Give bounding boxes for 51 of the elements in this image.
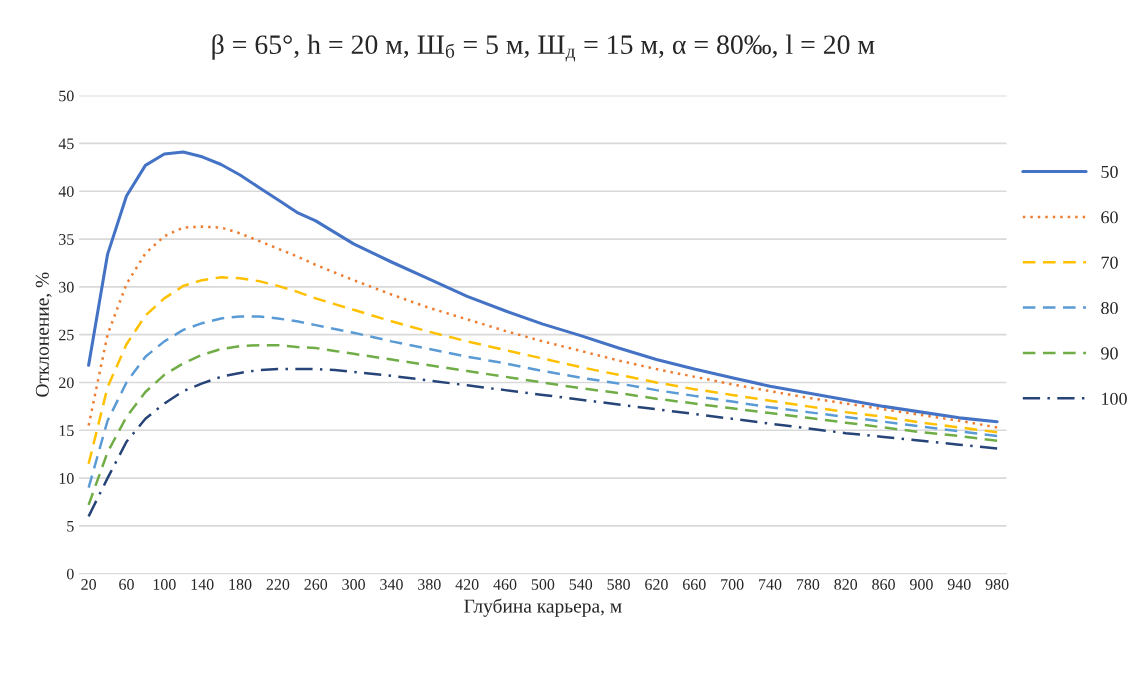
chart-title: β = 65°, h = 20 м, Ш$_{б}$ = 5 м, Ш$_{д}$ = 15 м, α = 80‰, l = 20 м [212,34,875,62]
x-tick-label: 300 [342,579,365,590]
x-tick-label: 620 [645,579,668,590]
x-tick-label: 900 [909,579,933,590]
x-tick-label: 820 [834,579,858,590]
line-series [87,150,999,424]
x-tick-label: 940 [947,579,971,590]
legend-label: 80 [1101,301,1118,315]
x-tick-label: 500 [531,579,555,590]
x-tick-label: 20 [81,579,97,590]
line-series [87,225,999,429]
y-tick-label: 20 [59,377,74,389]
y-tick-label: 25 [59,329,74,341]
legend-label: 100 [1102,392,1127,405]
y-tick-label: 15 [59,425,74,436]
y-tick-label: 40 [58,186,74,197]
x-tick-label: 980 [985,579,1009,590]
y-tick-label: 0 [66,568,74,580]
y-tick-label: 30 [59,281,74,293]
x-tick-label: 340 [380,579,403,590]
y-tick-label: 35 [59,234,74,245]
x-tick-label: 380 [418,579,441,590]
x-tick-label: 700 [721,579,744,590]
y-tick-label: 45 [58,138,74,150]
x-tick-label: 60 [119,579,134,590]
legend-label: 50 [1101,165,1118,178]
x-tick-label: 740 [759,579,782,590]
x-tick-label: 660 [683,579,706,590]
legend-label: 70 [1101,256,1118,269]
legend-label: 60 [1101,211,1118,224]
x-tick-label: 180 [229,579,252,590]
x-tick-label: 460 [493,579,517,590]
line-series [87,276,999,466]
x-tick-label: 260 [304,579,328,590]
line-series [87,343,999,507]
x-tick-label: 140 [191,579,214,590]
line-series [87,315,999,489]
x-tick-label: 580 [607,579,630,590]
y-tick-label: 5 [67,520,74,532]
x-tick-label: 860 [872,579,895,590]
x-tick-label: 100 [153,579,176,590]
y-tick-label: 10 [59,473,74,484]
y-axis-title: Отклонение, % [35,272,52,397]
x-tick-label: 420 [455,579,479,590]
x-tick-label: 780 [796,579,820,590]
x-axis-title: Глубина карьера, м [464,598,622,617]
legend-label: 90 [1101,347,1118,360]
y-tick-label: 50 [59,90,74,102]
line-series [87,367,999,518]
x-tick-label: 220 [266,579,290,590]
x-tick-label: 540 [569,579,593,590]
